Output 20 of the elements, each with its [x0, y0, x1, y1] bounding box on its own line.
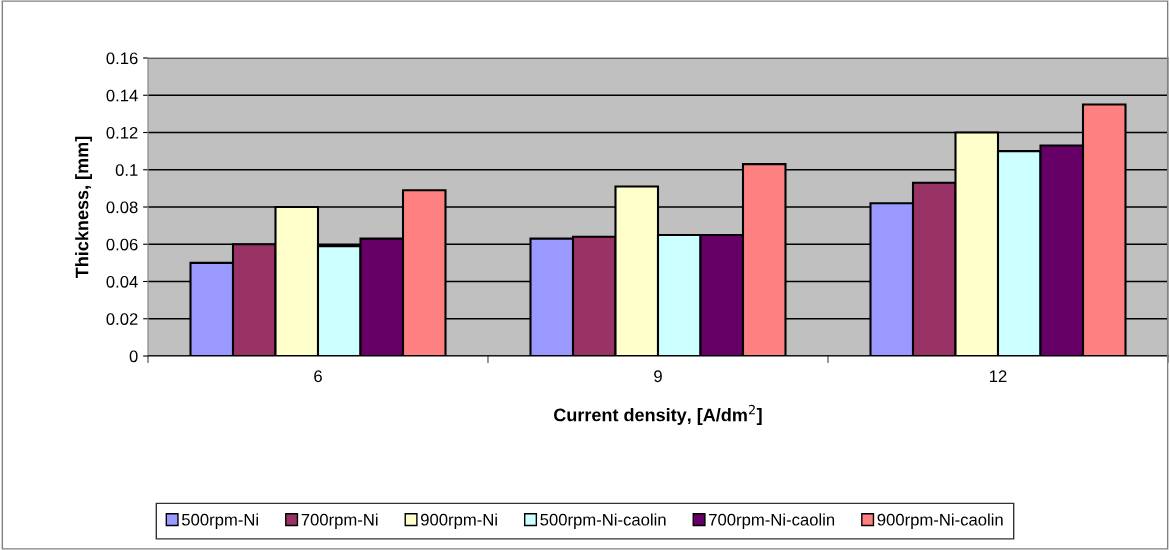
y-tick-label: 0.06	[106, 238, 138, 251]
y-axis-title: Thickness, [mm]	[75, 136, 92, 279]
y-tick-label: 0.08	[106, 201, 138, 214]
legend-label: 500rpm-Ni-caolin	[540, 513, 666, 529]
y-tick-label: 0.02	[106, 313, 138, 325]
y-tick-label: 0.14	[106, 89, 138, 102]
y-tick-label: 0.16	[106, 52, 138, 65]
x-axis-title: Current density, [A/dm$^{2}$]	[554, 404, 762, 425]
legend-label: 900rpm-Ni-caolin	[877, 513, 1003, 529]
x-tick-label: 9	[654, 370, 662, 383]
legend-label: 500rpm-Ni	[181, 513, 258, 529]
legend-label: 700rpm-Ni	[301, 513, 378, 529]
y-tick-label: 0.04	[106, 275, 138, 288]
y-tick-label: 0.12	[106, 126, 138, 139]
legend-label: 900rpm-Ni	[421, 513, 497, 529]
x-tick-label: 6	[314, 370, 322, 383]
legend-label: 700rpm-Ni-caolin	[709, 513, 835, 529]
y-tick-label: 0.1	[115, 164, 138, 176]
x-tick-label: 12	[990, 370, 1007, 382]
y-tick-label: 0	[129, 350, 138, 363]
